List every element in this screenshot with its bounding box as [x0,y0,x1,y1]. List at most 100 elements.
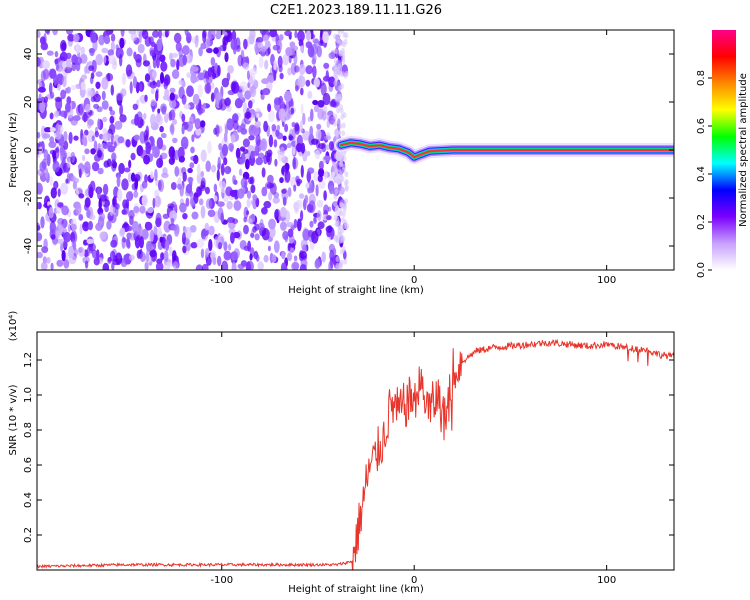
noise-speckle-mark [123,221,128,228]
noise-speckle-mark [342,155,347,162]
noise-speckle-mark [150,87,155,95]
noise-speckle-mark [37,232,43,242]
noise-speckle-mark [108,54,117,65]
noise-speckle-mark [312,65,317,79]
noise-speckle-mark [95,53,103,66]
noise-speckle-mark [152,146,160,158]
noise-speckle-mark [341,55,346,62]
noise-speckle-mark [95,81,101,90]
noise-speckle-mark [65,30,74,35]
noise-speckle-mark [331,171,335,178]
noise-speckle-mark [334,188,339,195]
noise-speckle-mark [179,202,187,213]
noise-speckle-mark [61,42,67,51]
noise-speckle-mark [157,226,163,239]
noise-speckle-mark [328,184,334,195]
noise-speckle-mark [244,111,252,119]
noise-speckle-mark [248,100,253,109]
noise-speckle-mark [196,172,202,184]
noise-speckle-mark [284,90,292,102]
noise-speckle-mark [182,245,187,254]
noise-speckle-mark [85,103,91,113]
noise-speckle-mark [163,220,171,233]
noise-speckle-mark [336,118,341,125]
noise-speckle-mark [218,242,222,250]
noise-speckle-mark [337,30,342,34]
noise-speckle-mark [150,229,154,242]
noise-speckle-mark [132,103,138,111]
noise-speckle-mark [164,239,170,251]
noise-speckle-mark [228,243,232,251]
noise-speckle-mark [109,110,116,116]
noise-speckle-mark [48,141,57,149]
noise-speckle-mark [80,46,85,55]
noise-speckle-mark [224,52,229,63]
noise-speckle-mark [280,262,287,270]
noise-speckle-mark [98,34,105,46]
noise-speckle-mark [66,157,71,169]
noise-speckle-mark [339,202,344,209]
noise-speckle-mark [132,76,138,89]
noise-speckle-mark [281,188,287,194]
snr-y-tick-label: 0.4 [23,492,34,508]
noise-speckle-mark [171,149,176,162]
noise-speckle-mark [200,42,207,50]
noise-speckle-mark [263,200,272,209]
noise-speckle-mark [115,252,123,265]
noise-speckle-mark [72,180,77,190]
noise-speckle-mark [138,31,142,44]
noise-speckle-mark [121,209,127,215]
noise-speckle-mark [323,155,331,161]
noise-speckle-mark [286,142,292,149]
noise-speckle-mark [313,105,320,113]
noise-speckle-mark [52,30,58,36]
noise-speckle-mark [200,248,205,259]
noise-speckle-mark [190,146,195,154]
noise-speckle-mark [42,60,50,70]
noise-speckle-mark [242,62,250,70]
noise-speckle-mark [53,73,58,86]
colorbar-tick-label: 0.6 [696,118,707,134]
noise-speckle-mark [174,149,179,161]
signal-trace-band [340,141,674,159]
noise-speckle-mark [268,191,273,201]
noise-speckle-mark [144,174,148,183]
noise-speckle-mark [91,161,100,172]
noise-speckle-mark [341,122,346,129]
noise-speckle-mark [97,142,101,151]
noise-speckle-mark [212,257,217,265]
noise-speckle-mark [185,197,190,207]
noise-speckle-mark [286,222,294,228]
noise-speckle-mark [341,246,346,253]
noise-speckle-mark [141,30,149,40]
colorbar-label: Normalized spectral amplitude [738,73,749,227]
noise-speckle-mark [54,51,59,58]
noise-speckle-mark [208,30,216,40]
noise-speckle-mark [160,252,165,261]
noise-speckle-mark [333,80,338,86]
noise-speckle-mark [62,240,68,248]
noise-speckle-mark [125,64,133,77]
noise-speckle-mark [182,171,187,182]
noise-speckle-mark [226,200,233,210]
snr-y-label: SNR (10 * v/v) [8,384,19,455]
noise-speckle-mark [334,65,338,72]
noise-speckle-mark [263,120,268,133]
noise-speckle-mark [308,200,316,214]
noise-speckle-mark [170,58,176,68]
noise-speckle-mark [344,32,349,39]
noise-speckle-mark [48,82,53,95]
snr-panel: -100 0 100 0.2 0.4 0.6 0.8 1.0 1.2 Height of st… [8,311,675,595]
noise-speckle-mark [126,237,131,248]
snr-x-label: Height of straight line (km) [288,584,424,595]
noise-speckle-mark [249,85,257,98]
noise-speckle-mark [210,164,217,173]
noise-speckle-mark [296,218,302,232]
noise-speckle-mark [159,236,164,243]
noise-speckle-mark [255,157,263,166]
noise-speckle-mark [313,77,320,88]
spectrogram-y-tick-label: 20 [23,96,34,109]
noise-speckle-mark [337,39,342,46]
noise-speckle-mark [173,32,182,44]
